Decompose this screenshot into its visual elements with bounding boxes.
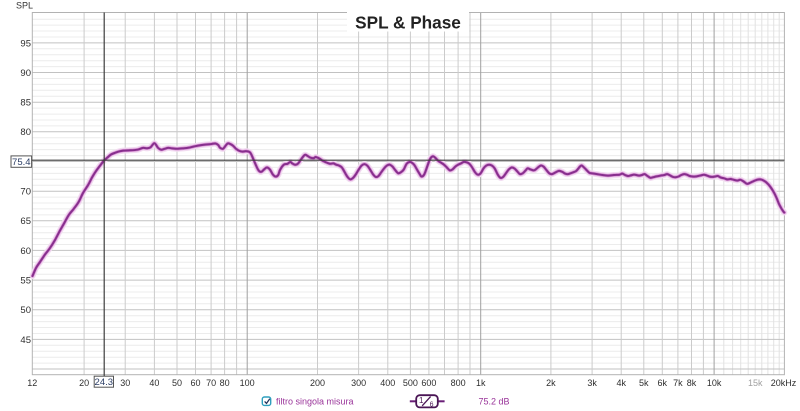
svg-text:55: 55 — [20, 276, 31, 287]
svg-text:60: 60 — [190, 378, 200, 388]
svg-text:200: 200 — [310, 378, 325, 388]
svg-text:3k: 3k — [587, 378, 597, 388]
svg-text:12: 12 — [27, 378, 37, 388]
svg-text:70: 70 — [20, 187, 31, 198]
svg-text:30: 30 — [120, 378, 130, 388]
svg-text:6k: 6k — [658, 378, 668, 388]
svg-text:filtro singola misura: filtro singola misura — [276, 397, 354, 407]
svg-text:65: 65 — [20, 216, 31, 227]
svg-text:80: 80 — [20, 127, 31, 138]
svg-text:400: 400 — [380, 378, 395, 388]
svg-text:50: 50 — [172, 378, 182, 388]
svg-text:4k: 4k — [616, 378, 626, 388]
svg-text:10k: 10k — [707, 378, 722, 388]
svg-text:300: 300 — [351, 378, 366, 388]
svg-text:2k: 2k — [546, 378, 556, 388]
svg-text:45: 45 — [20, 335, 31, 346]
svg-text:95: 95 — [20, 38, 31, 49]
svg-text:SPL & Phase: SPL & Phase — [355, 13, 461, 33]
svg-text:75.2 dB: 75.2 dB — [479, 397, 510, 407]
svg-text:500: 500 — [403, 378, 418, 388]
svg-text:15k: 15k — [748, 378, 763, 388]
svg-text:600: 600 — [421, 378, 436, 388]
svg-text:70: 70 — [206, 378, 216, 388]
svg-text:75.4: 75.4 — [12, 157, 31, 168]
svg-text:24.3: 24.3 — [95, 377, 114, 388]
svg-text:50: 50 — [20, 305, 31, 316]
svg-text:6: 6 — [430, 401, 434, 408]
svg-text:5k: 5k — [639, 378, 649, 388]
svg-text:1k: 1k — [476, 378, 486, 388]
svg-text:20kHz: 20kHz — [771, 378, 797, 388]
svg-text:7k: 7k — [673, 378, 683, 388]
svg-text:100: 100 — [240, 378, 255, 388]
svg-text:20: 20 — [79, 378, 89, 388]
svg-text:SPL: SPL — [16, 1, 33, 11]
svg-text:60: 60 — [20, 246, 31, 257]
svg-text:40: 40 — [149, 378, 159, 388]
svg-text:85: 85 — [20, 98, 31, 109]
svg-text:80: 80 — [220, 378, 230, 388]
svg-text:1: 1 — [419, 396, 424, 405]
svg-text:8k: 8k — [687, 378, 697, 388]
svg-text:800: 800 — [451, 378, 466, 388]
svg-text:90: 90 — [20, 68, 31, 79]
